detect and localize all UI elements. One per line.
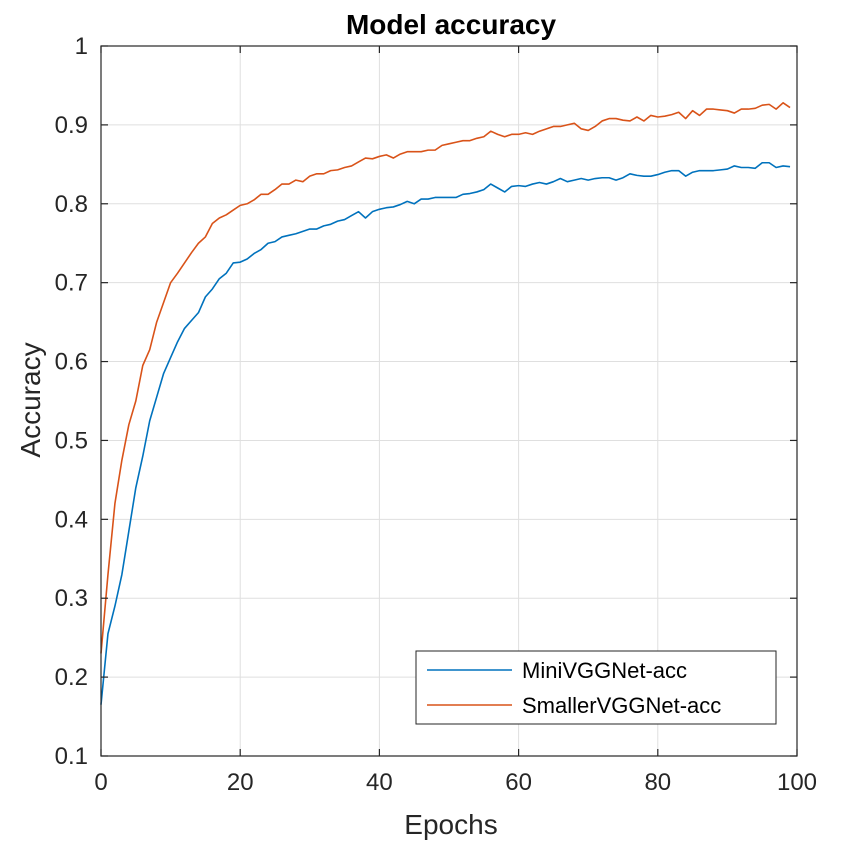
x-tick-label: 20	[227, 769, 254, 796]
chart-title: Model accuracy	[346, 9, 557, 40]
y-tick-label: 0.6	[55, 349, 88, 376]
y-tick-label: 1	[75, 33, 88, 60]
legend-label-minivggnet: MiniVGGNet-acc	[522, 658, 687, 683]
grid	[100, 45, 798, 757]
y-tick-label: 0.4	[55, 506, 88, 533]
y-tick-label: 0.8	[55, 191, 88, 218]
x-tick-label: 100	[777, 769, 817, 796]
y-axis-label: Accuracy	[15, 342, 46, 457]
series-line-minivggnet-acc	[100, 161, 791, 705]
x-tick-label: 60	[505, 769, 532, 796]
x-axis-label: Epochs	[404, 809, 497, 840]
legend: MiniVGGNet-acc SmallerVGGNet-acc	[415, 650, 777, 725]
series-line-smallervggnet-acc	[100, 102, 791, 654]
y-tick-label: 0.9	[55, 112, 88, 139]
ticks	[100, 45, 798, 757]
y-tick-label: 0.5	[55, 427, 88, 454]
legend-box	[415, 650, 777, 725]
y-tick-label: 0.7	[55, 270, 88, 297]
x-tick-label: 80	[644, 769, 671, 796]
y-tick-label: 0.1	[55, 743, 88, 770]
plot-frame	[100, 45, 798, 757]
tick-labels: 0 20 40 60 80 100 0.1 0.2 0.3 0.4 0.5 0.6 0.7 0.8 0.9 1	[55, 33, 817, 796]
x-tick-label: 40	[366, 769, 393, 796]
y-tick-label: 0.2	[55, 664, 88, 691]
legend-label-smallervggnet: SmallerVGGNet-acc	[522, 693, 721, 718]
x-tick-label: 0	[94, 769, 107, 796]
series-layer	[100, 102, 791, 705]
y-tick-label: 0.3	[55, 585, 88, 612]
